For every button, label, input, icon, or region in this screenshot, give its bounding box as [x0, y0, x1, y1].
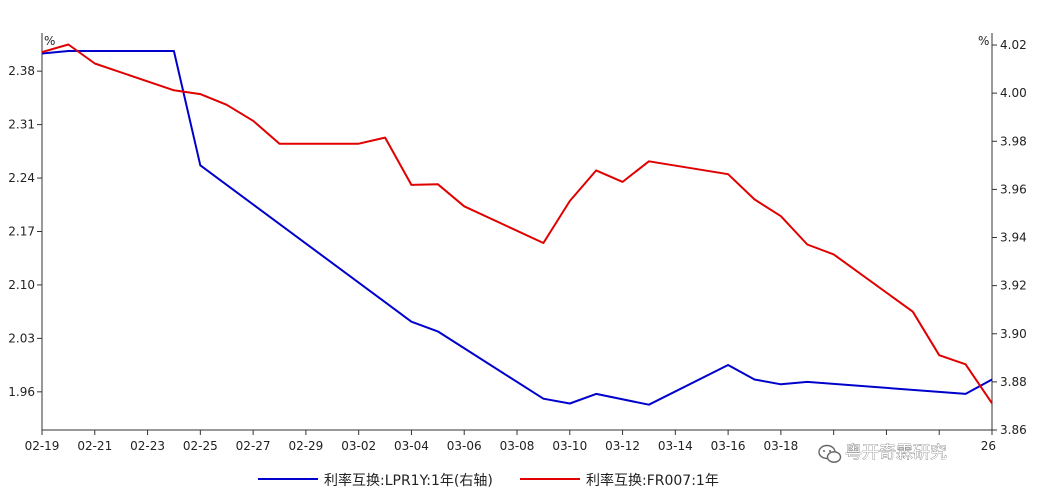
- right-axis-tick-label: 3.88: [1000, 375, 1027, 389]
- x-axis-tick-label: 03-14: [658, 439, 693, 453]
- left-axis-tick-label: 2.03: [8, 331, 35, 345]
- x-axis-tick-label: 02-19: [25, 439, 60, 453]
- right-axis-tick-label: 3.98: [1000, 134, 1027, 148]
- x-axis-tick-label: 02-21: [77, 439, 112, 453]
- x-axis-tick-label: 03-02: [341, 439, 376, 453]
- x-axis-tick-label: 03-06: [447, 439, 482, 453]
- legend: 利率互换:LPR1Y:1年(右轴) 利率互换:FR007:1年: [258, 472, 719, 489]
- right-axis-tick-label: 3.92: [1000, 279, 1027, 293]
- x-axis-tick-label: 03-18: [763, 439, 798, 453]
- watermark-text: 粤开奇霖研究: [845, 443, 947, 463]
- right-axis-tick-label: 3.94: [1000, 231, 1027, 245]
- left-axis-tick-label: 2.10: [8, 278, 35, 292]
- x-axis-tick-label: 03-04: [394, 439, 429, 453]
- series-line-fr007: [41, 43, 993, 404]
- right-axis-tick-label: 4.02: [1000, 38, 1027, 52]
- series-layer: [41, 43, 993, 406]
- right-axis-tick-label: 3.86: [1000, 423, 1027, 437]
- x-axis-tick-label: 03-16: [711, 439, 746, 453]
- left-axis: 1.96 2.03 2.10 2.17 2.24 2.31 2.38: [8, 33, 43, 430]
- left-axis-unit: %: [44, 34, 55, 48]
- legend-label-fr007: 利率互换:FR007:1年: [586, 472, 719, 489]
- x-axis: 02-19 02-21 02-23 02-25 02-27 02-29 03-02 03-04…: [25, 429, 996, 453]
- left-axis-tick-label: 2.31: [8, 118, 35, 132]
- x-axis-tick-label: 03-08: [500, 439, 535, 453]
- x-axis-tick-label: 26: [981, 439, 996, 453]
- right-axis-tick-label: 3.90: [1000, 327, 1027, 341]
- x-axis-tick-label: 02-25: [183, 439, 218, 453]
- right-axis-tick-label: 4.00: [1000, 86, 1027, 100]
- left-axis-tick-label: 2.24: [8, 171, 35, 185]
- x-axis-tick-label: 03-12: [605, 439, 640, 453]
- x-axis-tick-label: 02-29: [288, 439, 323, 453]
- watermark: 粤开奇霖研究: [818, 443, 947, 463]
- left-axis-tick-label: 2.38: [8, 64, 35, 78]
- series-line-lpr1y: [41, 50, 993, 406]
- x-axis-tick-label: 03-10: [552, 439, 587, 453]
- left-axis-tick-label: 2.17: [8, 225, 35, 239]
- legend-label-lpr: 利率互换:LPR1Y:1年(右轴): [324, 472, 493, 489]
- wechat-icon: [818, 444, 842, 463]
- x-axis-tick-label: 02-23: [130, 439, 165, 453]
- right-axis-tick-label: 3.96: [1000, 182, 1027, 196]
- right-axis: 3.86 3.88 3.90 3.92 3.94 3.96 3.98 4.00 4.02: [991, 33, 1027, 437]
- right-axis-unit: %: [978, 34, 989, 48]
- x-axis-tick-label: 02-27: [236, 439, 271, 453]
- left-axis-tick-label: 1.96: [8, 385, 35, 399]
